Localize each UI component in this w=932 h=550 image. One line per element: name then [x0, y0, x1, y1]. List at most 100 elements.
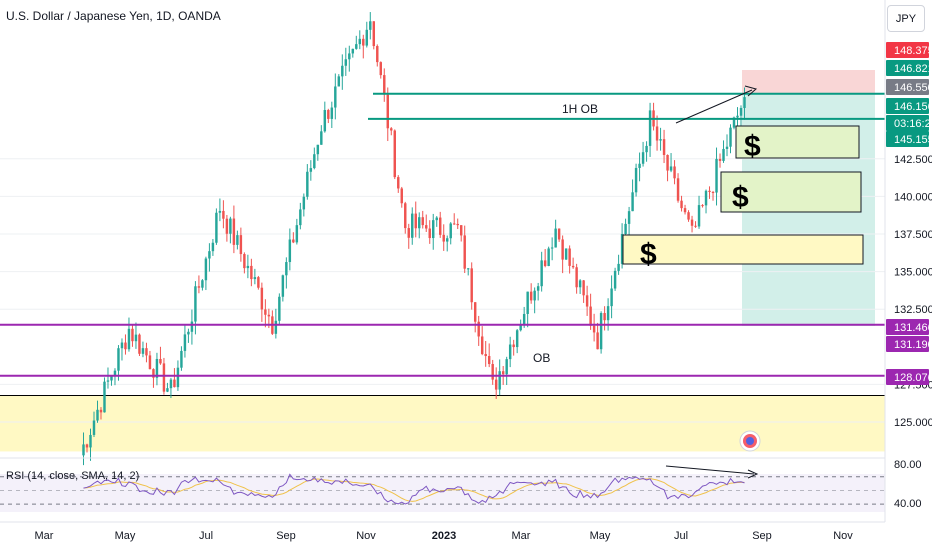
price-tag: 148.375 — [886, 42, 932, 58]
currency-button[interactable]: JPY — [887, 5, 925, 32]
candle-body — [554, 228, 557, 248]
candle-body — [732, 117, 736, 128]
candle-body — [655, 126, 659, 141]
candle-body — [113, 370, 117, 377]
time-tick-label: Nov — [356, 530, 376, 542]
candle-body — [676, 178, 680, 201]
candle-body — [568, 248, 571, 266]
candle-body — [96, 409, 99, 421]
candle-body — [257, 277, 260, 288]
candle-body — [400, 188, 403, 204]
candle-body — [743, 97, 746, 108]
price-tag-label: 131.190 — [894, 339, 932, 351]
candle-body — [624, 223, 627, 234]
price-tick-label: 135.000 — [894, 267, 932, 279]
flag-icon — [739, 430, 761, 452]
candle-body — [421, 217, 424, 226]
price-tag-label: 146.156 — [894, 101, 932, 113]
ob-label: OB — [533, 351, 550, 365]
candle-body — [225, 218, 229, 234]
candle-body — [690, 219, 694, 226]
candle-body — [386, 94, 389, 129]
candle-body — [522, 313, 526, 325]
candle-body — [589, 306, 592, 326]
candle-body — [159, 358, 162, 364]
candle-body — [89, 434, 92, 448]
candle-body — [369, 21, 372, 30]
candle-body — [278, 296, 281, 321]
price-tag: 131.466 — [886, 319, 932, 335]
time-tick-label: Jul — [674, 530, 688, 542]
candle-body — [208, 251, 211, 259]
candle-body — [239, 235, 243, 255]
candle-body — [127, 328, 131, 350]
price-tag: 128.076 — [886, 369, 932, 385]
candle-body — [711, 192, 715, 194]
rsi-band — [0, 474, 885, 512]
candle-body — [99, 409, 103, 413]
candle-body — [117, 348, 120, 371]
candle-body — [103, 381, 106, 413]
time-tick-label: Sep — [276, 530, 296, 542]
grid-layer — [0, 158, 885, 423]
candle-body — [411, 213, 414, 238]
candle-body — [246, 265, 250, 269]
candle-body — [501, 371, 505, 375]
candle-body — [508, 344, 512, 360]
candle-body — [390, 128, 393, 131]
candle-body — [473, 302, 477, 322]
position-stop-zone — [742, 70, 875, 94]
candle-body — [348, 53, 351, 60]
candle-body — [148, 355, 152, 370]
candle-body — [428, 228, 431, 239]
candle-body — [575, 267, 578, 288]
price-tick-label: 142.500 — [894, 154, 932, 166]
candle-body — [131, 328, 134, 342]
candle-body — [540, 260, 543, 287]
price-tag-label: 03:16:27 — [894, 118, 932, 130]
candle-body — [529, 291, 533, 301]
time-tick-label: Sep — [752, 530, 772, 542]
candle-body — [470, 268, 473, 303]
candle-body — [456, 223, 459, 226]
candle-body — [715, 158, 718, 193]
rsi-indicator-label[interactable]: RSI (14, close, SMA, 14, 2) — [6, 470, 140, 482]
candle-body — [341, 65, 344, 77]
candle-body — [610, 288, 613, 307]
candle-body — [327, 110, 330, 119]
candle-body — [260, 287, 264, 310]
candle-body — [708, 190, 711, 193]
dollar-sign: $ — [640, 238, 657, 271]
candle-body — [197, 286, 201, 288]
candle-body — [603, 313, 606, 321]
candle-body — [250, 265, 253, 280]
candle-body — [459, 225, 463, 236]
candle-body — [718, 158, 722, 161]
target-box — [622, 234, 864, 265]
candle-body — [229, 218, 232, 234]
price-tag: 146.156 — [886, 98, 932, 114]
candle-body — [547, 248, 550, 267]
candle-body — [680, 200, 683, 209]
candle-body — [463, 235, 466, 269]
rsi-divergence-line — [665, 465, 755, 475]
bottom-zone — [0, 395, 885, 452]
candle-body — [557, 228, 561, 240]
candle-body — [526, 291, 529, 314]
candle-body — [215, 212, 218, 243]
candles-layer — [82, 12, 746, 466]
candle-body — [306, 171, 309, 197]
candle-body — [418, 217, 421, 229]
candle-body — [564, 248, 568, 260]
candle-body — [183, 334, 187, 351]
time-tick-label: Nov — [833, 530, 853, 542]
candle-body — [620, 233, 624, 264]
candle-body — [729, 127, 732, 147]
price-tag: 146.821 — [886, 60, 932, 76]
candle-body — [435, 217, 438, 221]
dollar-sign: $ — [732, 181, 749, 214]
candle-body — [578, 280, 582, 288]
candle-body — [498, 371, 501, 390]
candle-body — [449, 223, 452, 239]
